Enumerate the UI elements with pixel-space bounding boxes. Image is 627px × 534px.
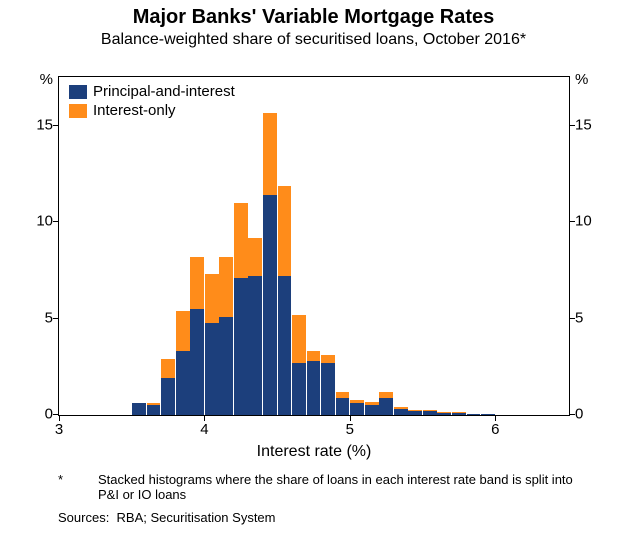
bar-principal-and-interest: [190, 309, 204, 415]
chart-plot-area: % % Interest rate (%) Principal-and-inte…: [58, 76, 570, 416]
bar-interest-only: [176, 311, 190, 351]
bar-principal-and-interest: [467, 414, 481, 415]
x-tick-label: 5: [346, 421, 354, 438]
bar-principal-and-interest: [365, 405, 379, 415]
bar-interest-only: [278, 186, 292, 277]
bar-interest-only: [190, 257, 204, 309]
bar-interest-only: [408, 410, 422, 411]
bar-principal-and-interest: [437, 413, 451, 415]
bar-principal-and-interest: [205, 323, 219, 415]
y-tick-label-right: 0: [575, 406, 583, 423]
bar-interest-only: [321, 355, 335, 363]
bar-interest-only: [452, 412, 466, 413]
legend-item: Principal-and-interest: [69, 83, 235, 100]
bar-interest-only: [307, 351, 321, 361]
bar-interest-only: [394, 407, 408, 409]
legend-label: Principal-and-interest: [93, 83, 235, 100]
chart-legend: Principal-and-interest Interest-only: [69, 83, 235, 121]
bar-interest-only: [161, 359, 175, 378]
chart-footnote: * Stacked histograms where the share of …: [58, 472, 588, 502]
bar-interest-only: [350, 400, 364, 404]
bar-principal-and-interest: [350, 403, 364, 415]
bar-principal-and-interest: [408, 411, 422, 415]
x-tick-label: 3: [55, 421, 63, 438]
bar-principal-and-interest: [234, 278, 248, 415]
bar-principal-and-interest: [379, 398, 393, 415]
bar-principal-and-interest: [292, 363, 306, 415]
legend-item: Interest-only: [69, 102, 235, 119]
bar-principal-and-interest: [278, 276, 292, 415]
x-tick-label: 4: [200, 421, 208, 438]
x-tick-label: 6: [491, 421, 499, 438]
bar-principal-and-interest: [394, 409, 408, 415]
legend-swatch: [69, 85, 87, 99]
bar-interest-only: [219, 257, 233, 317]
bar-interest-only: [379, 392, 393, 398]
bar-principal-and-interest: [321, 363, 335, 415]
y-tick-label-left: 10: [36, 213, 53, 230]
chart-sources: Sources: RBA; Securitisation System: [58, 510, 276, 525]
y-tick-label-left: 15: [36, 117, 53, 134]
footnote-marker: *: [58, 472, 98, 502]
bar-principal-and-interest: [219, 317, 233, 415]
bar-interest-only: [336, 392, 350, 398]
bar-interest-only: [234, 203, 248, 278]
bar-principal-and-interest: [147, 405, 161, 415]
bar-principal-and-interest: [481, 414, 495, 415]
y-tick-label-right: 10: [575, 213, 592, 230]
bar-interest-only: [437, 412, 451, 413]
bar-principal-and-interest: [132, 403, 146, 415]
y-tick-label-left: 5: [45, 309, 53, 326]
bar-principal-and-interest: [423, 411, 437, 415]
bar-interest-only: [248, 238, 262, 277]
sources-label: Sources:: [58, 510, 109, 525]
chart-subtitle: Balance-weighted share of securitised lo…: [0, 31, 627, 49]
y-axis-unit-right: %: [575, 71, 588, 88]
bar-principal-and-interest: [176, 351, 190, 415]
bar-principal-and-interest: [336, 398, 350, 415]
bar-principal-and-interest: [263, 195, 277, 415]
bar-principal-and-interest: [161, 378, 175, 415]
bar-principal-and-interest: [307, 361, 321, 415]
bar-interest-only: [147, 403, 161, 405]
chart-title: Major Banks' Variable Mortgage Rates: [0, 6, 627, 29]
y-tick-left: [53, 221, 59, 222]
bar-interest-only: [365, 402, 379, 406]
y-tick-label-left: 0: [45, 406, 53, 423]
footnote-text: Stacked histograms where the share of lo…: [98, 472, 588, 502]
y-tick-left: [53, 125, 59, 126]
bar-interest-only: [205, 274, 219, 322]
legend-label: Interest-only: [93, 102, 176, 119]
y-axis-unit-left: %: [40, 71, 53, 88]
bar-principal-and-interest: [248, 276, 262, 415]
bar-interest-only: [423, 410, 437, 411]
legend-swatch: [69, 104, 87, 118]
bar-interest-only: [263, 113, 277, 196]
bar-principal-and-interest: [452, 413, 466, 415]
y-tick-label-right: 5: [575, 309, 583, 326]
bar-interest-only: [292, 315, 306, 363]
x-axis-title: Interest rate (%): [257, 443, 372, 461]
y-tick-left: [53, 318, 59, 319]
sources-text: RBA; Securitisation System: [117, 510, 276, 525]
y-tick-label-right: 15: [575, 117, 592, 134]
